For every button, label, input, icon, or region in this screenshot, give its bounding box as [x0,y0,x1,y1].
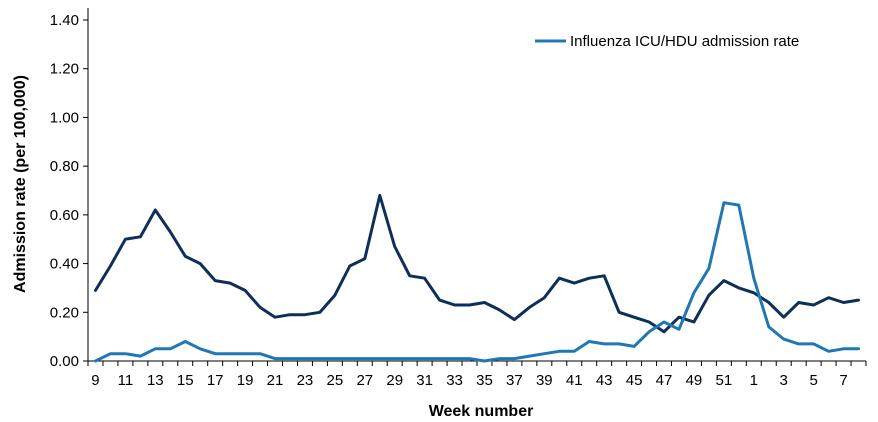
x-tick-label: 23 [297,372,314,389]
series-1 [94,193,860,334]
y-axis-title: Admission rate (per 100,000) [12,75,29,293]
y-tick-label: 0.20 [50,304,79,321]
y-axis: 0.00 0.20 0.40 0.60 0.80 1.00 1.20 1.40 [50,8,89,370]
x-tick-label: 25 [327,372,344,389]
x-tick-label: 39 [536,372,553,389]
x-tick-label: 37 [506,372,523,389]
x-tick-label: 11 [118,372,134,389]
x-tick-label: 3 [780,372,788,389]
series-layer [94,193,860,363]
y-tick-label: 0.40 [50,256,79,273]
x-tick-label: 51 [716,372,733,389]
x-tick-label: 21 [267,372,284,389]
x-tick-label: 9 [91,372,99,389]
x-tick-label: 5 [809,372,817,389]
x-tick-label: 13 [147,372,164,389]
x-tick-label: 43 [596,372,613,389]
y-tick-label: 1.40 [50,12,79,29]
x-tick-label: 45 [626,372,643,389]
x-tick-label: 47 [656,372,673,389]
series-2 [94,201,860,363]
y-tick-label: 0.00 [50,353,79,370]
x-tick-label: 15 [177,372,194,389]
series-line [94,193,860,334]
x-tick-label: 29 [386,372,403,389]
x-tick-label: 35 [476,372,493,389]
series-line [94,201,860,363]
x-tick-label: 19 [237,372,254,389]
x-tick-label: 1 [750,372,758,389]
x-tick-label: 17 [207,372,224,389]
legend: Influenza ICU/HDU admission rate [535,33,799,50]
legend-label: Influenza ICU/HDU admission rate [570,33,799,50]
x-tick-label: 31 [416,372,433,389]
x-axis-title: Week number [429,403,534,420]
x-tick-label: 27 [356,372,373,389]
x-tick-label: 49 [686,372,703,389]
x-tick-label: 33 [446,372,463,389]
y-tick-label: 0.60 [50,207,79,224]
x-tick-label: 7 [839,372,847,389]
x-tick-label: 41 [566,372,583,389]
y-tick-label: 1.20 [50,61,79,78]
x-axis: 9 11 13 15 17 19 21 23 25 27 29 31 33 35 37 39 41 43 45 47 4… [87,360,867,389]
y-tick-label: 1.00 [50,109,79,126]
y-tick-label: 0.80 [50,158,79,175]
